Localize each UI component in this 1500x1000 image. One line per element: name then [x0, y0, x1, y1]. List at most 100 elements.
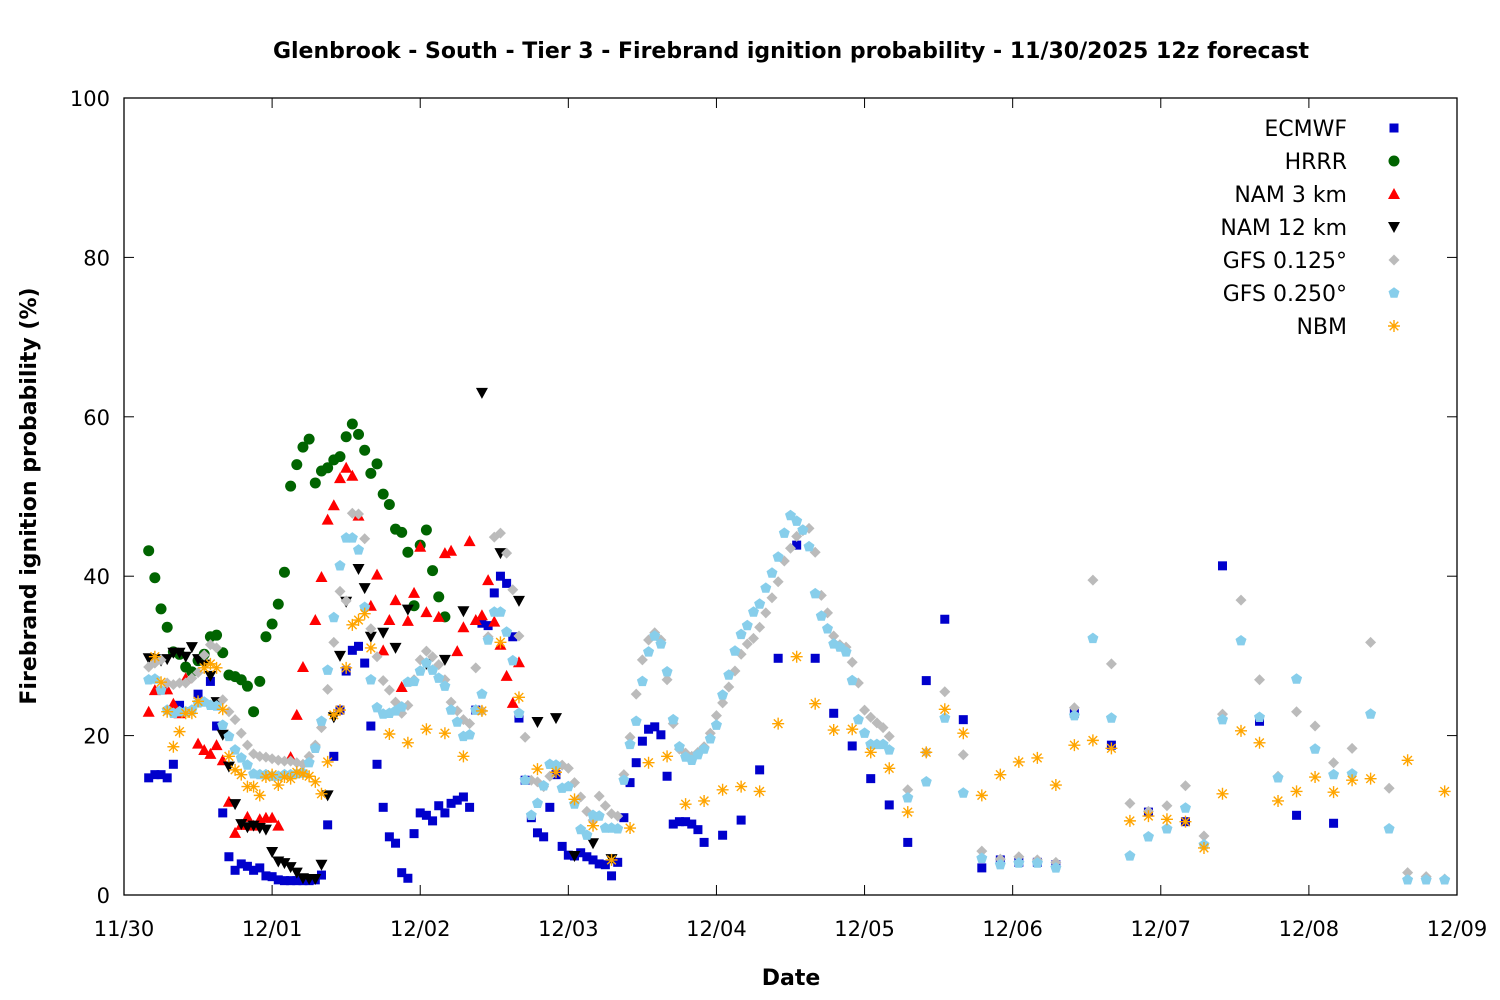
gfs-0-125-point: [445, 696, 457, 708]
gfs-0-250-point: [1365, 708, 1377, 719]
hrrr-point: [272, 598, 284, 610]
nbm-point: [1142, 810, 1155, 823]
gfs-0-125-point: [229, 714, 241, 726]
gfs-0-250-point: [698, 743, 710, 754]
gfs-0-250-point: [741, 619, 753, 631]
gfs-0-250-point: [809, 587, 821, 599]
gfs-0-125-point: [1124, 797, 1136, 809]
gfs-0-125-point: [186, 672, 198, 684]
nbm-point: [222, 750, 235, 763]
gfs-0-125-point: [599, 800, 611, 812]
gfs-0-125-point: [241, 739, 253, 751]
nam-12-km-point: [173, 647, 186, 659]
nam-12-km-point: [315, 859, 328, 871]
nam-3-km-point: [327, 499, 340, 511]
gfs-0-250-point: [1346, 768, 1358, 779]
legend-label: NAM 3 km: [1234, 183, 1347, 208]
ecmwf-point: [977, 863, 987, 873]
gfs-0-125-point: [661, 674, 673, 686]
gfs-0-250-point: [661, 666, 673, 677]
ecmwf-point: [958, 715, 968, 725]
chart-title: Glenbrook - South - Tier 3 - Firebrand i…: [273, 39, 1310, 64]
gfs-0-125-point: [464, 718, 476, 730]
gfs-0-125-point: [760, 607, 772, 619]
nam-12-km-point: [259, 824, 272, 836]
gfs-0-250-point: [735, 628, 747, 640]
y-tick-label: 60: [83, 406, 110, 430]
gfs-0-125-point: [278, 755, 290, 767]
nbm-point: [266, 768, 279, 781]
hrrr-point: [278, 566, 290, 578]
nbm-point: [1438, 785, 1451, 798]
nam-12-km-point: [549, 713, 562, 725]
nbm-point: [296, 767, 309, 780]
ecmwf-point: [588, 855, 598, 865]
nam-3-km-point: [451, 645, 464, 657]
ecmwf-point: [446, 798, 456, 808]
gfs-0-250-point: [643, 646, 655, 657]
nam-3-km-point: [500, 669, 513, 681]
gfs-0-125-point: [624, 731, 636, 743]
nam-12-km-point: [216, 729, 229, 741]
gfs-0-125-point: [846, 656, 858, 668]
nbm-point: [161, 705, 174, 718]
ecmwf-point: [218, 808, 228, 818]
ecmwf-point: [829, 708, 839, 718]
gfs-0-250-point: [939, 712, 951, 723]
nam-12-km-point: [475, 387, 488, 399]
nbm-point: [210, 661, 223, 674]
hrrr-point: [155, 603, 167, 615]
tick-labels: 11/30 12/01 12/02 12/03 12/04 12/05 12/06 12/07…: [70, 87, 1487, 941]
gfs-0-250-point: [562, 780, 574, 792]
legend-label: GFS 0.250°: [1223, 282, 1347, 307]
ecmwf-point: [230, 865, 240, 875]
ecmwf-point: [477, 618, 487, 628]
nbm-point: [901, 806, 914, 819]
gfs-0-125-point: [1235, 594, 1247, 606]
nbm-point: [272, 779, 285, 792]
gfs-0-125-point: [883, 730, 895, 742]
nam-3-km-point: [315, 570, 328, 582]
ecmwf-point: [545, 802, 555, 812]
hrrr-point: [396, 526, 408, 538]
nam-12-km-point: [290, 867, 303, 879]
nbm-point: [284, 772, 297, 785]
gfs-0-125-point: [1105, 658, 1117, 670]
ecmwf-point: [236, 859, 246, 869]
gfs-0-250-point: [1235, 635, 1247, 646]
nbm-point: [290, 766, 303, 779]
gfs-0-250-point: [1161, 823, 1173, 834]
gfs-0-250-point: [371, 701, 383, 713]
ecmwf-point: [940, 614, 950, 624]
ecmwf-point: [631, 758, 641, 768]
ecmwf-point: [372, 759, 382, 769]
ecmwf-point: [687, 819, 697, 829]
gfs-0-125-point: [710, 710, 722, 722]
nam-3-km-point: [383, 614, 396, 626]
nbm-point: [401, 736, 414, 749]
nbm-point: [303, 770, 316, 783]
hrrr-point: [149, 572, 161, 584]
gfs-0-125-point: [1346, 742, 1358, 754]
nbm-point: [753, 785, 766, 798]
nbm-point: [568, 793, 581, 806]
gfs-0-250-point: [785, 509, 796, 521]
nbm-point: [624, 822, 637, 835]
ecmwf-point: [674, 817, 684, 827]
gfs-0-125-point: [1365, 636, 1377, 648]
ecmwf-point: [582, 852, 592, 862]
ecmwf-point: [415, 808, 425, 818]
nbm-point: [247, 780, 260, 793]
gfs-0-250-point: [433, 672, 445, 683]
gfs-0-250-point: [501, 626, 513, 637]
ecmwf-point: [563, 850, 573, 860]
nam-12-km-point: [284, 862, 297, 874]
hrrr-point: [334, 451, 346, 463]
nbm-point: [642, 756, 655, 769]
series-nam-3-km: [142, 461, 525, 838]
gfs-0-250-point: [1439, 874, 1451, 885]
gfs-0-250-point: [957, 787, 969, 798]
nam-3-km-point: [204, 747, 217, 759]
legend-label: NBM: [1296, 315, 1347, 340]
nam-12-km-point: [161, 654, 174, 666]
